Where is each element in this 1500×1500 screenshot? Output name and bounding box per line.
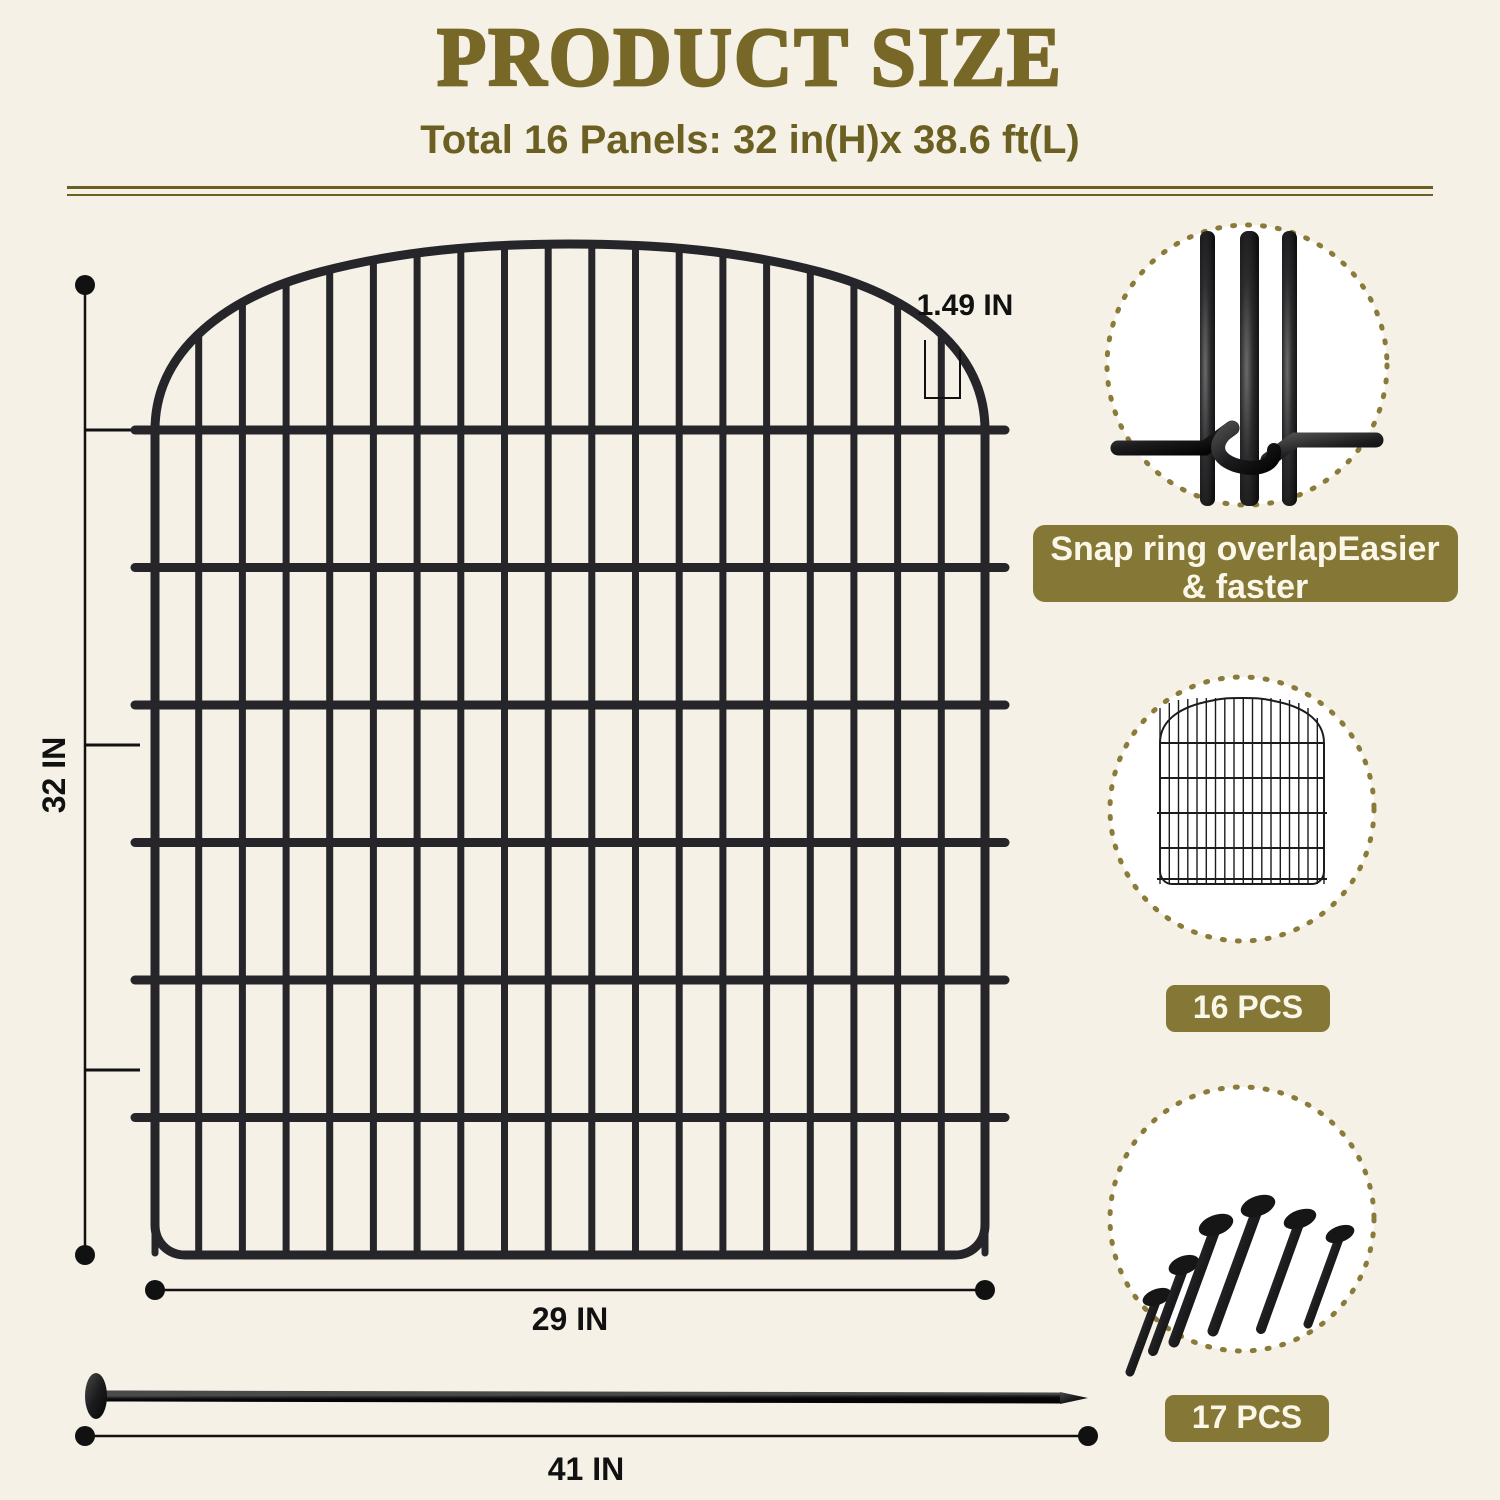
svg-text:41 IN: 41 IN (548, 1451, 624, 1487)
